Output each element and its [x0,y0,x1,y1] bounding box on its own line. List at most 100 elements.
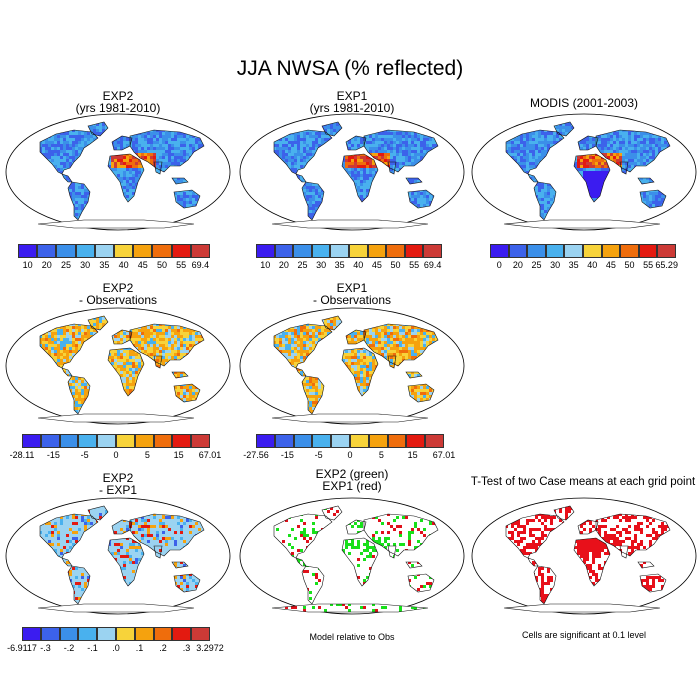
colorbar-tick-label: -.1 [87,643,98,653]
panel-title-exp2exp1: EXP2 - EXP1 [2,472,234,496]
colorbar-tick-label: 10 [22,260,33,270]
coastlines [37,505,205,613]
map-svg [5,497,231,615]
colorbar-swatch [134,434,154,448]
colorbar-swatch [349,434,369,448]
colorbar-swatch [191,627,210,641]
colorbar-tick-label: -6.9117 [7,643,37,653]
colorbar-swatch [330,244,349,258]
colorbar-ticks-exp2exp1: -6.9117 -.3 -.2 -.1 .0 .1 .2 .3 3.2972 [7,643,224,655]
colorbar-swatch [133,244,153,258]
colorbar-swatch [115,434,135,448]
panel-title-line1: EXP2 [102,471,134,485]
colorbar-tick-label: 67.01 [198,450,222,460]
colorbar-tick-label: 30 [80,260,91,270]
coastlines [271,315,439,423]
figure-title: JJA NWSA (% reflected) [236,57,464,80]
colorbar-tick-label: 25 [297,260,308,270]
colorbar-swatch [274,244,294,258]
colorbar-tick-label: 20 [512,260,523,270]
colorbar-swatch [78,627,98,641]
note-ttest: Cells are significant at 0.1 level [521,630,647,640]
colorbar-swatch [527,244,546,258]
colorbar-tick-label: 40 [587,260,598,270]
colorbar-tick-label: 50 [156,260,168,270]
colorbar-tick-label: .0 [112,643,120,653]
colorbar-tick-label: 45 [137,260,148,270]
colorbar-exp1obs [256,434,444,448]
colorbar-swatch [153,627,173,641]
map-svg [471,113,697,231]
map-exp2-exp1 [4,496,232,616]
coastlines [503,121,671,229]
colorbar-swatch [293,244,312,258]
colorbar-tick-label: -.2 [63,643,75,653]
colorbar-tick-label: 35 [568,260,579,270]
colorbar-swatch [115,627,135,641]
coastlines [37,121,205,229]
panel-title-line2: - EXP1 [98,483,137,497]
map-svg [5,307,231,425]
colorbar-swatch [404,244,424,258]
colorbar-swatch [490,244,509,258]
map-svg [239,113,465,231]
coastlines [37,315,205,423]
colorbar-swatch [312,434,332,448]
colorbar-tick-label: 55 [409,260,420,270]
colorbar-tick-label: 20 [41,260,52,270]
panel-title-exp1obs: EXP1 - Observations [236,282,468,306]
colorbar-swatch [331,434,350,448]
colorbar-tick-label: 50 [624,260,635,270]
colorbar-swatch [256,244,275,258]
colorbar-tick-label: 3.2972 [196,643,224,653]
colorbar-ticks-exp2obs: -28.11 -15 -5 0 5 15 67.01 [10,450,222,462]
colorbar-swatch [94,244,115,258]
colorbar-tick-label: 30 [550,260,561,270]
panel-title-exp2obs: EXP2 - Observations [2,282,234,306]
map-exp2-obs [4,306,232,426]
colorbar-swatch [311,244,331,258]
colorbar-exp2obs [22,434,210,448]
panel-title-ttest: T-Test of two Case means at each grid po… [466,476,700,488]
colorbar-ticks-exp1obs: -27.56 -15 -5 0 5 15 67.01 [243,450,455,462]
colorbar-swatch [152,244,172,258]
colorbar-swatch [22,627,41,641]
colorbar-swatch [386,244,405,258]
colorbar-tick-label: 15 [407,450,418,460]
colorbar-swatch [134,627,154,641]
colorbar-swatch [582,244,602,258]
colorbar-tick-label: 0 [113,450,119,460]
colorbar-tick-label: -15 [46,450,60,460]
colorbar-swatch [190,244,211,258]
colorbar-swatch [367,244,387,258]
coastlines [503,505,671,613]
colorbar-swatch [18,244,38,258]
colorbar-swatch [545,244,565,258]
panel-title-line1: EXP2 [102,89,134,103]
colorbar-tick-label: 25 [60,260,72,270]
panel-title-line1: EXP2 (green) [315,467,389,481]
panel-title-modis: MODIS (2001-2003) [468,97,700,109]
colorbar-swatch [274,434,294,448]
colorbar-exp1 [256,244,442,258]
colorbar-tick-label: 5 [144,450,150,460]
colorbar-swatch [406,434,426,448]
colorbar-swatch [620,244,639,258]
colorbar-tick-label: .3 [182,643,191,653]
colorbar-swatch [348,244,368,258]
colorbar-swatch [564,244,583,258]
colorbar-swatch [508,244,528,258]
colorbar-tick-label: .2 [159,643,167,653]
colorbar-swatch [256,434,275,448]
colorbar-tick-label: 67.01 [432,450,456,460]
colorbar-swatch [40,434,60,448]
colorbar-ticks-modis: 0 20 25 30 35 40 45 50 55 65.29 [490,260,678,272]
coastlines [271,505,439,613]
panel-title-line1: T-Test of two Case means at each grid po… [470,476,696,488]
colorbar-swatch [425,434,444,448]
colorbar-swatch [22,434,41,448]
colorbar-tick-label: 10 [260,260,271,270]
panel-title-line2: EXP1 (red) [322,479,382,493]
colorbar-tick-label: 25 [531,260,542,270]
colorbar-tick-label: 40 [353,260,364,270]
